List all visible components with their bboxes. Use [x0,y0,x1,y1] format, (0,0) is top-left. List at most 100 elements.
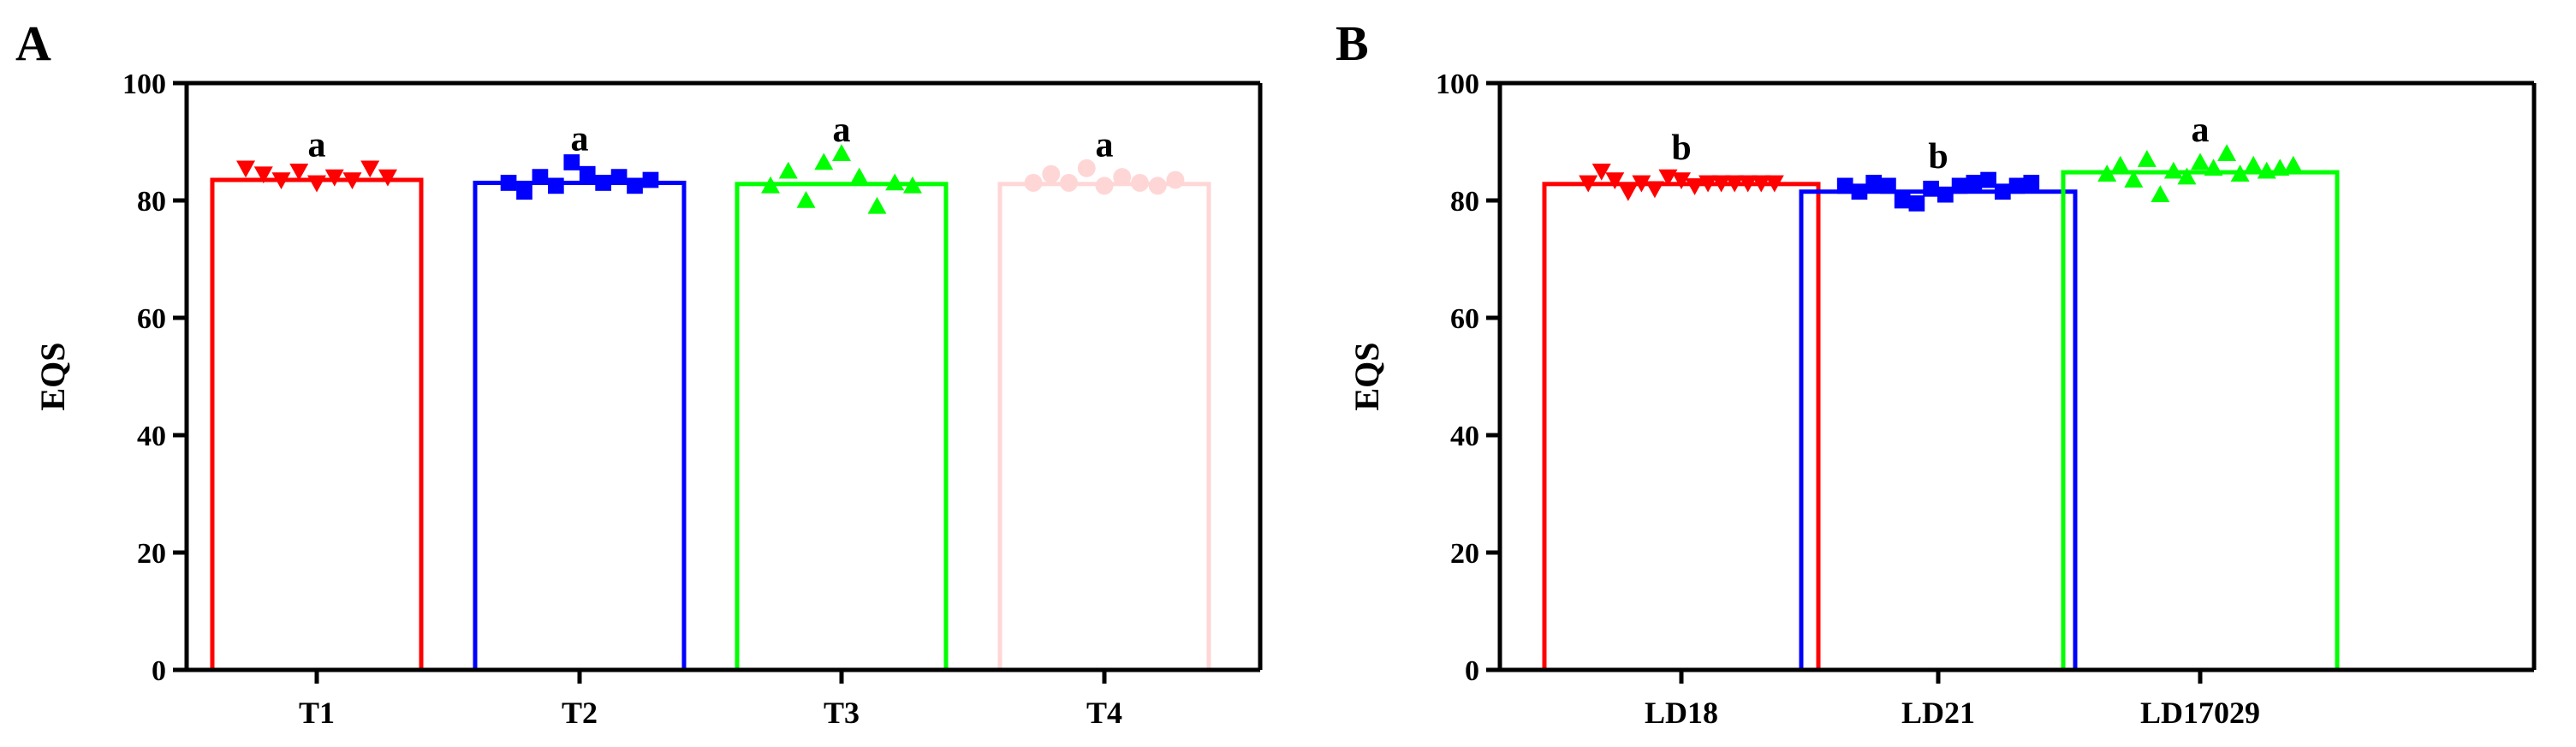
x-tick-label-a-t1: T1 [299,696,335,730]
data-point-b-ld21-10 [1966,175,1983,191]
data-point-b-ld17029-3 [2124,170,2144,188]
bar-b-ld18 [1542,182,1821,672]
x-tick-label-b-ld17029: LD17029 [2140,696,2260,730]
data-point-a-t2-10 [642,171,659,188]
y-tick-label-b-80: 80 [1450,186,1479,218]
data-point-b-ld17029-5 [2151,185,2170,202]
significance-label-a-t1: a [308,125,326,164]
data-point-a-t3-8 [885,173,905,191]
data-point-b-ld18-1 [1579,175,1598,193]
data-point-a-t3-2 [778,161,798,179]
data-point-a-t3-9 [902,176,922,194]
data-point-b-ld17029-15 [2283,155,2303,173]
data-point-b-ld21-9 [1951,177,1968,194]
data-point-b-ld18-4 [1618,183,1638,201]
data-point-b-ld21-8 [1937,186,1954,203]
chart-panel-b: B b b a 0 20 40 60 80 100 LD18 LD21 LD17029 EQS [1336,15,2537,730]
data-point-b-ld17029-6 [2163,161,2183,179]
y-tick-label-a-0: 0 [152,655,166,687]
significance-label-a-t3: a [833,111,851,150]
data-point-a-t2-1 [500,175,517,191]
data-point-a-t1-1 [236,160,256,178]
y-tick-label-b-60: 60 [1450,303,1479,335]
data-point-b-ld21-1 [1836,177,1853,194]
x-tick-label-a-t4: T4 [1086,696,1122,730]
y-tick-label-b-0: 0 [1465,655,1479,687]
data-point-b-ld18-13 [1738,175,1758,193]
panel-letter-b: B [1336,15,1369,71]
data-point-a-t3-4 [814,152,834,170]
significance-label-b-ld17029: a [2192,111,2210,150]
data-point-a-t4-9 [1166,170,1185,189]
data-point-a-t2-6 [579,165,596,182]
data-point-b-ld18-10 [1698,175,1718,193]
bar-a-t3 [735,182,949,672]
y-tick-label-a-40: 40 [137,421,166,452]
x-tick-label-a-t2: T2 [562,696,598,730]
y-tick-label-a-20: 20 [137,538,166,570]
data-point-a-t4-5 [1095,176,1114,195]
data-point-a-t1-8 [360,160,380,178]
data-point-b-ld17029-7 [2177,167,2197,185]
data-point-a-t1-5 [307,175,326,193]
data-point-b-ld17029-10 [2217,144,2237,161]
bar-a-t4 [997,182,1211,672]
data-point-b-ld21-6 [1908,195,1925,212]
significance-label-a-t4: a [1096,125,1114,164]
data-point-b-ld21-4 [1880,177,1896,194]
data-point-b-ld21-11 [1980,171,1996,188]
data-point-b-ld17029-12 [2244,155,2264,173]
bar-b-ld17029 [2061,170,2340,672]
data-point-a-t4-2 [1042,164,1061,183]
data-point-a-t3-3 [796,191,816,208]
data-point-b-ld17029-9 [2204,158,2223,176]
y-tick-label-a-80: 80 [137,186,166,218]
significance-label-b-ld18: b [1671,128,1691,168]
x-tick-label-b-ld21: LD21 [1901,696,1975,730]
bar-a-t1 [210,177,424,672]
data-point-b-ld21-7 [1923,180,1939,197]
data-point-a-t2-5 [563,154,580,170]
data-point-a-t3-5 [832,144,851,161]
data-point-a-t2-3 [532,169,549,185]
y-tick-label-a-60: 60 [137,303,166,335]
y-axis-label-a: EQS [33,342,72,410]
data-point-a-t3-6 [849,167,869,185]
data-point-b-ld18-2 [1591,163,1611,181]
data-point-b-ld17029-2 [2110,155,2130,173]
data-point-a-t2-4 [547,177,564,194]
data-point-a-t3-1 [761,176,781,194]
data-point-b-ld21-5 [1894,192,1911,209]
chart-panel-a: A a a a a 0 20 40 60 80 100 T1 T2 T3 T4 EQS [15,15,1263,730]
data-point-b-ld21-2 [1851,183,1868,200]
data-point-a-t4-3 [1060,174,1078,192]
data-point-a-t1-7 [342,172,362,190]
data-point-a-t4-1 [1024,174,1043,192]
data-point-a-t2-8 [610,169,628,185]
data-point-a-t4-7 [1131,174,1149,192]
data-point-a-t1-9 [378,169,397,187]
data-point-b-ld18-6 [1645,181,1664,199]
data-point-b-ld17029-1 [2097,164,2117,182]
data-point-b-ld18-5 [1632,175,1651,193]
y-tick-label-a-100: 100 [122,69,166,100]
data-point-b-ld17029-11 [2230,164,2250,182]
data-point-b-ld17029-14 [2270,158,2290,176]
x-tick-label-b-ld18: LD18 [1645,696,1718,730]
data-point-a-t1-2 [253,166,273,184]
data-point-b-ld18-9 [1685,178,1704,195]
data-point-b-ld21-3 [1865,175,1883,191]
data-point-a-t1-4 [289,163,309,181]
data-point-a-t2-7 [595,175,612,191]
data-point-a-t4-6 [1113,168,1132,187]
data-point-b-ld21-13 [2008,177,2026,194]
data-point-b-ld21-12 [1994,183,2011,200]
data-point-b-ld17029-8 [2191,152,2210,170]
data-point-b-ld18-11 [1711,175,1731,193]
panel-letter-a: A [15,15,51,71]
data-point-a-t3-7 [867,196,887,214]
x-tick-label-a-t3: T3 [824,696,860,730]
y-axis-label-b: EQS [1347,342,1386,410]
significance-label-b-ld21: b [1928,137,1948,176]
